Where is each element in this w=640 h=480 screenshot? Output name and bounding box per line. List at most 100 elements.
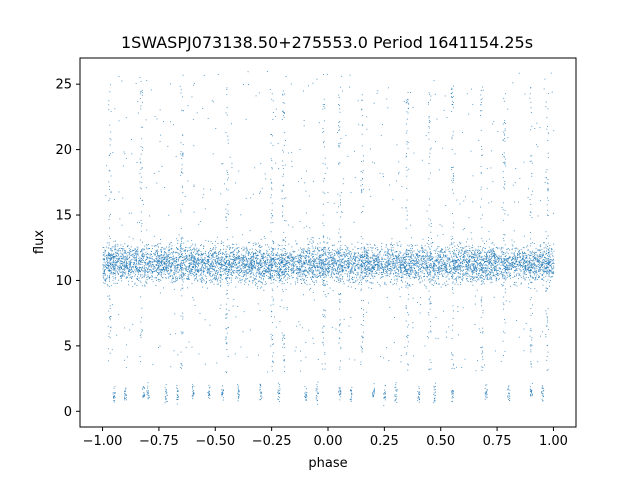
data-point [494,268,495,270]
data-point [546,259,548,261]
data-point [486,251,488,253]
data-point [245,281,247,283]
data-point [201,259,203,261]
data-point [449,251,451,253]
data-point [467,265,469,267]
data-point [300,259,302,261]
data-point [166,269,168,271]
data-point [416,272,417,274]
data-point [398,270,400,271]
data-point [216,255,218,257]
data-point [374,244,375,246]
data-point [199,278,201,280]
data-point [299,269,301,271]
data-point [225,262,226,264]
data-point [408,268,410,270]
data-point [401,277,403,279]
data-point [321,264,323,266]
data-point [464,269,466,270]
data-point [436,259,437,261]
data-point [456,276,458,278]
data-point [146,282,148,284]
data-point [484,251,485,253]
data-point [484,273,486,274]
data-point [275,270,277,272]
data-point [338,259,340,261]
data-point [352,259,353,261]
data-point [414,263,416,265]
data-point [168,247,170,249]
data-point [506,269,508,271]
data-point [551,260,553,262]
data-point [228,274,230,276]
data-point [124,268,126,270]
data-point [126,262,127,264]
data-point [230,259,232,260]
data-point [326,242,328,244]
data-point [340,263,342,265]
data-point [312,240,314,242]
data-point [379,251,381,253]
data-point [328,252,330,254]
data-point [472,269,473,271]
data-point [476,257,478,259]
data-point [374,266,376,268]
data-point [519,255,520,257]
data-point [321,270,323,272]
data-point [130,251,131,253]
data-point [246,249,248,251]
data-point [134,257,136,259]
data-point [106,260,108,262]
data-point [390,263,391,265]
data-point [381,268,382,270]
data-point [348,280,350,282]
data-point [403,260,405,262]
data-point [134,256,136,258]
data-point [377,264,379,266]
data-point [143,260,144,262]
data-point [280,270,282,272]
data-point [497,275,499,276]
data-point [367,276,369,277]
data-point [128,268,130,270]
data-point [504,270,506,272]
data-point [393,273,394,275]
data-point [281,266,283,267]
data-point [454,267,456,268]
data-point [351,278,353,280]
data-point [341,261,343,263]
data-point [334,253,335,254]
data-point [534,260,536,262]
data-point [481,269,483,271]
data-point [307,262,309,264]
data-point [537,259,539,261]
data-point [456,260,458,262]
data-point [399,266,401,268]
data-point [292,263,294,265]
data-point [455,278,457,280]
data-point [262,274,264,276]
data-point [132,250,133,252]
data-point [346,249,348,251]
data-point [122,257,124,259]
data-point [398,273,400,275]
data-point [319,262,321,264]
data-point [233,272,235,274]
data-point [218,256,220,258]
data-point [129,274,131,276]
data-point [141,258,142,259]
data-point [288,243,290,245]
data-point [104,279,106,281]
data-point [297,260,299,262]
data-point [220,284,222,286]
data-point [545,253,547,255]
data-point [168,254,170,255]
data-point [298,259,300,261]
data-point [279,263,280,265]
data-point [540,257,542,259]
data-point [250,263,252,265]
data-point [417,262,419,264]
data-point [439,256,441,258]
data-point [392,259,394,261]
data-point [266,263,268,265]
